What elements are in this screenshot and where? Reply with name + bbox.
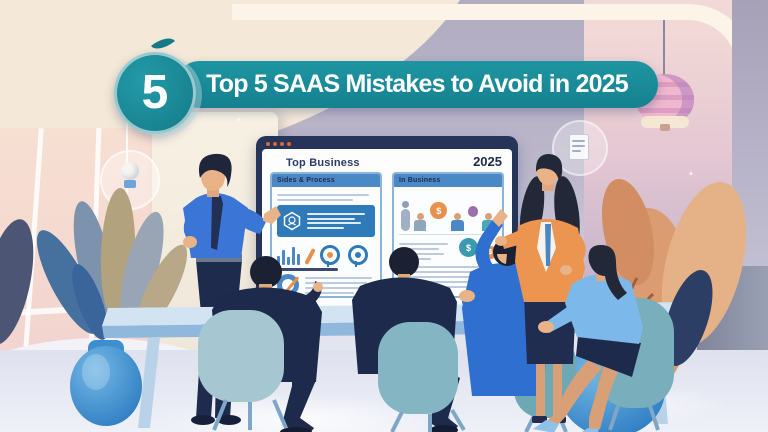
panel-title: In Business <box>394 174 502 187</box>
screen-content: Top Business 2025 Sides & Process <box>262 149 512 306</box>
person-figure-icon <box>401 201 410 231</box>
window-dot <box>280 142 284 146</box>
seated-man-center <box>352 247 466 432</box>
hexagon-badge-icon <box>283 211 301 231</box>
left-edge-leaf <box>0 219 34 345</box>
body-text-lines <box>305 274 375 296</box>
pin-icon-blue <box>348 245 368 267</box>
presentation-screen: Top Business 2025 Sides & Process <box>256 136 518 312</box>
lamp-rim <box>641 116 689 128</box>
slide-panel-left: Sides & Process <box>270 172 382 298</box>
bulb-glass <box>121 162 139 180</box>
bulb-base <box>124 180 136 188</box>
document-icon <box>552 120 608 176</box>
purple-dot-icon <box>467 206 479 217</box>
window-controls <box>262 140 512 149</box>
banner-title: Top 5 SAAS Mistakes to Avoid in 2025 <box>206 70 629 98</box>
sparkle: ✦ <box>236 117 242 124</box>
window-dot <box>287 142 291 146</box>
divider <box>399 234 497 235</box>
lamp-nub <box>660 124 670 131</box>
text-line <box>277 194 370 196</box>
seated-man-left <box>198 256 323 432</box>
badge-number: 5 <box>141 66 169 119</box>
mini-bar-chart <box>277 245 300 265</box>
pin-icon-orange <box>320 245 340 267</box>
panel-title: Sides & Process <box>272 174 380 187</box>
seated-woman-figure <box>533 245 674 432</box>
left-vase <box>70 340 142 426</box>
text-line <box>277 199 354 201</box>
title-banner: Top 5 SAAS Mistakes to Avoid in 2025 <box>176 61 658 108</box>
screen-year: 2025 <box>473 154 502 169</box>
window-dot <box>266 142 270 146</box>
dollar-badge-icon: $ <box>459 238 478 257</box>
sparkle: ✦ <box>688 171 694 178</box>
dollar-coin-icon: $ <box>430 202 447 219</box>
person-figure-icon <box>450 213 464 231</box>
light-bulb-icon <box>100 150 160 210</box>
document-sheet <box>569 134 589 160</box>
person-figure-icon <box>413 213 427 231</box>
lamp-cord <box>663 20 665 78</box>
callout-lines <box>307 211 370 232</box>
number-badge: 5 <box>114 52 196 134</box>
callout-box <box>277 205 375 237</box>
screen-header-title: Top Business <box>286 157 360 169</box>
window-dot <box>273 142 277 146</box>
heading-line <box>277 268 338 271</box>
